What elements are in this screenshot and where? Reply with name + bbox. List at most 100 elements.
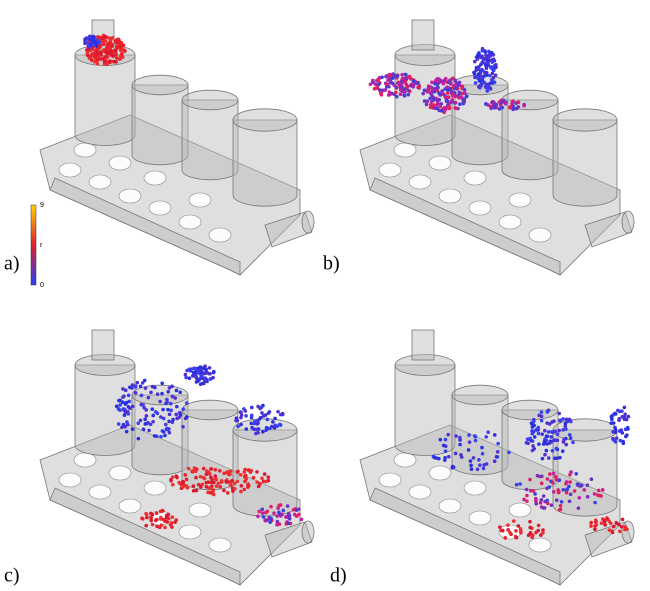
hole xyxy=(429,156,451,170)
particle xyxy=(554,447,558,451)
particle xyxy=(369,82,373,86)
particle xyxy=(562,440,566,444)
particle xyxy=(474,439,478,443)
particle xyxy=(435,103,439,107)
particle xyxy=(194,476,198,480)
particle xyxy=(104,39,108,43)
particle xyxy=(171,420,175,424)
particle xyxy=(263,472,267,476)
particle xyxy=(300,518,304,522)
hole xyxy=(109,466,131,480)
particle xyxy=(225,480,229,484)
particle xyxy=(528,478,532,482)
particle xyxy=(517,524,521,528)
particle xyxy=(200,483,204,487)
particle xyxy=(169,522,173,526)
particle xyxy=(454,452,458,456)
particle xyxy=(197,483,201,487)
hole xyxy=(469,201,491,215)
particle xyxy=(171,475,175,479)
particle xyxy=(174,474,178,478)
particle xyxy=(531,533,535,537)
engine xyxy=(40,330,314,585)
particle xyxy=(531,444,535,448)
particle xyxy=(124,402,128,406)
particle xyxy=(297,513,301,517)
particle xyxy=(594,518,598,522)
particle xyxy=(394,86,398,90)
particle xyxy=(244,474,248,478)
particle xyxy=(540,419,544,423)
particle xyxy=(233,482,237,486)
particle xyxy=(550,430,554,434)
particle xyxy=(590,477,594,481)
particle xyxy=(500,101,504,105)
hole xyxy=(429,466,451,480)
particle xyxy=(218,485,222,489)
particle xyxy=(540,410,544,414)
particle xyxy=(256,405,260,409)
particle xyxy=(564,422,568,426)
particle xyxy=(558,456,562,460)
particle xyxy=(245,427,249,431)
particle xyxy=(498,525,502,529)
particle xyxy=(175,417,179,421)
particle xyxy=(261,511,265,515)
particle xyxy=(284,515,288,519)
particle xyxy=(400,85,404,89)
particle xyxy=(407,93,411,97)
particle xyxy=(181,407,185,411)
particle xyxy=(593,492,597,496)
particle xyxy=(293,513,297,517)
particle xyxy=(539,501,543,505)
hole xyxy=(439,499,461,513)
particle xyxy=(115,56,119,60)
particle xyxy=(446,91,450,95)
particle xyxy=(166,390,170,394)
particle xyxy=(266,418,270,422)
panel-label: c) xyxy=(4,565,20,587)
particle xyxy=(532,424,536,428)
particle xyxy=(522,104,526,108)
particle xyxy=(551,449,555,453)
particle xyxy=(500,106,504,110)
particle xyxy=(275,424,279,428)
particle xyxy=(371,79,375,83)
particle xyxy=(271,420,275,424)
particle xyxy=(557,429,561,433)
particle xyxy=(260,406,264,410)
particle xyxy=(534,428,538,432)
particle xyxy=(500,529,504,533)
particle xyxy=(453,83,457,87)
particle xyxy=(515,483,519,487)
particle xyxy=(109,37,113,41)
particle xyxy=(239,473,243,477)
particle xyxy=(121,395,125,399)
particle xyxy=(561,488,565,492)
particle xyxy=(404,73,408,77)
particle xyxy=(162,430,166,434)
particle xyxy=(236,419,240,423)
particle xyxy=(514,529,518,533)
panel-label: b) xyxy=(323,253,340,275)
particle xyxy=(547,456,551,460)
particle xyxy=(379,91,383,95)
particle xyxy=(624,435,628,439)
particle xyxy=(532,419,536,423)
particle xyxy=(175,405,179,409)
particle xyxy=(548,472,552,476)
particle xyxy=(186,486,190,490)
particle xyxy=(612,525,616,529)
particle xyxy=(164,423,168,427)
particle xyxy=(470,467,474,471)
particle xyxy=(492,68,496,72)
particle xyxy=(569,436,573,440)
particle xyxy=(536,474,540,478)
particle xyxy=(593,524,597,528)
particle xyxy=(114,39,118,43)
engine xyxy=(40,20,314,275)
particle xyxy=(250,414,254,418)
particle xyxy=(158,400,162,404)
hole xyxy=(89,485,111,499)
particle xyxy=(95,44,99,48)
